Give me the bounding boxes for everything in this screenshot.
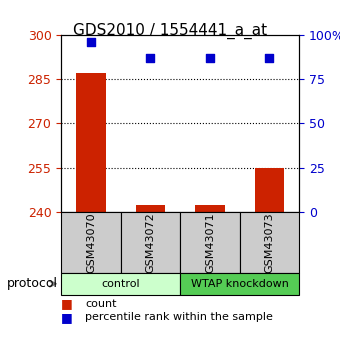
- Point: [207, 55, 213, 60]
- Text: ■: ■: [61, 311, 73, 324]
- Text: WTAP knockdown: WTAP knockdown: [191, 279, 289, 289]
- Bar: [136, 205, 165, 212]
- Text: GDS2010 / 1554441_a_at: GDS2010 / 1554441_a_at: [73, 22, 267, 39]
- Text: control: control: [101, 279, 140, 289]
- Text: ■: ■: [61, 297, 73, 310]
- Text: GSM43072: GSM43072: [146, 212, 155, 273]
- Text: GSM43071: GSM43071: [205, 212, 215, 273]
- Text: GSM43070: GSM43070: [86, 212, 96, 273]
- Text: protocol: protocol: [7, 277, 58, 290]
- Point: [88, 39, 94, 45]
- Point: [267, 55, 272, 60]
- Bar: [76, 73, 106, 212]
- Bar: [255, 168, 284, 212]
- Bar: [195, 205, 225, 212]
- Text: count: count: [85, 299, 117, 308]
- Text: percentile rank within the sample: percentile rank within the sample: [85, 313, 273, 322]
- Point: [148, 55, 153, 60]
- Text: GSM43073: GSM43073: [265, 212, 274, 273]
